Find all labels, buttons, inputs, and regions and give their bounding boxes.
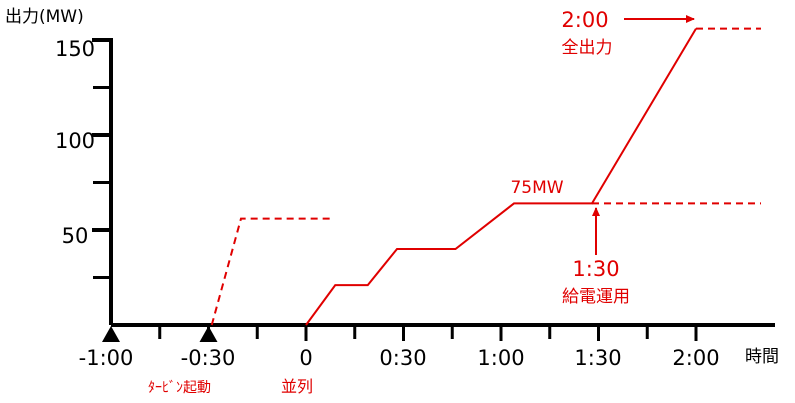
x-tick-label-m100: -1:00	[79, 346, 134, 370]
dispatch-time-label: 1:30	[572, 257, 619, 281]
x-axis-ticks	[158, 325, 698, 341]
y-tick-label-50: 50	[62, 224, 89, 248]
y-axis-ticks	[92, 38, 111, 279]
turbine-dashed-line	[210, 217, 332, 326]
event-triangle-marker	[199, 326, 218, 342]
dispatch-label: 給電運用	[562, 287, 630, 307]
x-tick-label-m030: -0:30	[181, 346, 236, 370]
full-output-time-label: 2:00	[561, 8, 608, 32]
output-series-line	[305, 28, 697, 326]
mw75-label: 75MW	[510, 178, 563, 198]
x-tick-label-100: 1:00	[477, 346, 524, 370]
parallel-label: 並列	[281, 377, 313, 396]
y-tick-label-100: 100	[55, 129, 95, 153]
turbine-start-label: ﾀｰﾋﾞﾝ起動	[148, 380, 211, 396]
x-axis-title: 時間	[745, 347, 779, 367]
event-triangle-marker	[102, 326, 120, 342]
y-axis-title: 出力(MW)	[5, 7, 84, 27]
full-output-label: 全出力	[562, 38, 613, 58]
x-tick-label-130: 1:30	[574, 346, 621, 370]
x-tick-label-0: 0	[299, 346, 312, 370]
x-tick-label-200: 2:00	[672, 346, 719, 370]
x-tick-label-030: 0:30	[379, 346, 426, 370]
reference-lines	[592, 27, 761, 205]
event-markers	[102, 326, 218, 342]
y-tick-label-150: 150	[55, 37, 95, 61]
